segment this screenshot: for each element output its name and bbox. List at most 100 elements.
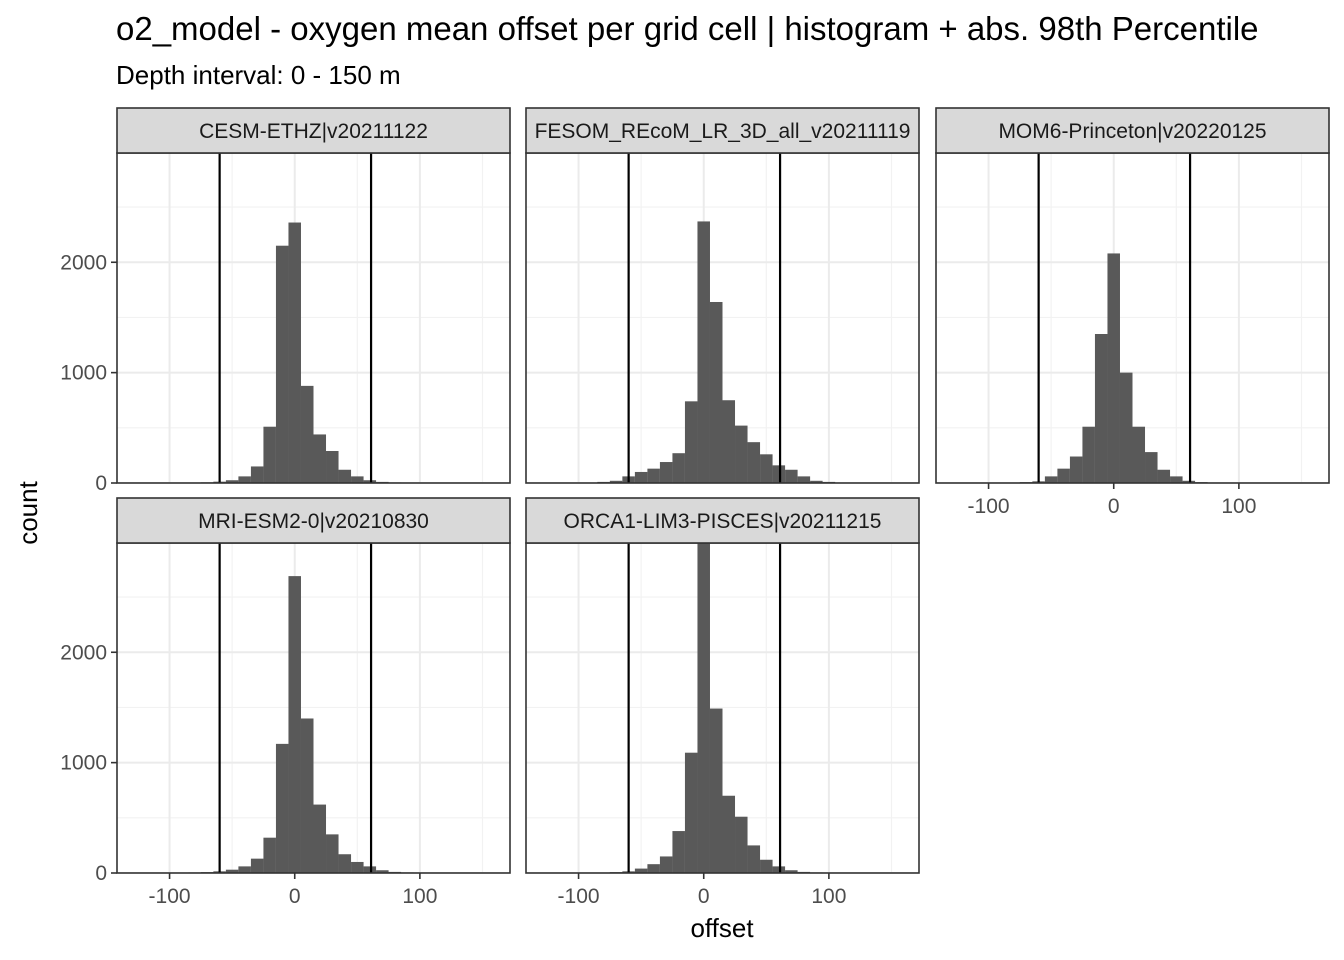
histogram-bar [684,752,698,873]
histogram-bars [175,576,439,873]
histogram-bar [760,859,773,873]
y-axis-title: count [13,480,43,544]
histogram-bar [672,831,685,873]
histogram-bar [647,864,660,873]
histogram-bar [275,245,289,483]
histogram-bar [313,434,327,483]
histogram-bar [238,866,251,873]
chart-title: o2_model - oxygen mean offset per grid c… [116,10,1259,47]
histogram-bar [697,543,710,873]
histogram-bar [785,469,798,483]
histogram-bar [647,468,660,483]
facet-panels: CESM-ETHZ|v20211122010002000FESOM_REcoM_… [60,107,1330,908]
histogram-bar [1057,468,1070,483]
x-tick-label: 0 [1108,495,1120,518]
histogram-bar [376,870,389,873]
histogram-bar [659,856,673,873]
histogram-bar [275,743,289,873]
y-tick-label: 0 [95,862,107,885]
facet-panel: MOM6-Princeton|v20220125 -100 0 100 [935,107,1330,518]
x-tick-label: -100 [558,885,600,908]
chart-subtitle: Depth interval: 0 - 150 m [116,60,401,90]
histogram-bar [326,450,339,483]
histogram-bar [672,453,685,483]
panel-grid [117,153,510,483]
x-axis-title: offset [690,913,754,943]
histogram-bar [326,834,339,873]
facet-strip-label: MRI-ESM2-0|v20210830 [198,510,429,533]
histogram-bar [1082,426,1095,483]
histogram-bar [1069,456,1083,483]
histogram-bar [684,401,698,483]
histogram-bar [760,454,773,483]
histogram-bars [584,543,848,873]
histogram-bar [659,462,673,483]
histogram-bar [250,466,264,483]
x-tick-label: 100 [402,885,437,908]
facet-panel: CESM-ETHZ|v20211122 0 1000 2000 [60,107,511,495]
histogram-bar [1132,426,1146,483]
x-tick-label: 0 [289,885,301,908]
histogram-bar [1044,476,1058,483]
histogram-bar [225,869,239,873]
facet-strip-label: ORCA1-LIM3-PISCES|v20211215 [564,510,882,533]
histogram-bar [709,708,723,873]
facet-strip [525,497,920,544]
histogram-bars [584,221,861,483]
histogram-bar [1182,480,1196,483]
histogram-bar [1170,476,1183,483]
y-tick-label: 2000 [60,251,107,274]
histogram-bar [697,221,710,483]
facet-strip [935,107,1330,154]
histogram-bar [709,301,723,483]
y-tick-label: 2000 [60,641,107,664]
histogram-bar [735,816,748,873]
histogram-bar [338,854,352,873]
histogram-bar [810,480,823,483]
histogram-bar [338,469,352,483]
facet-strip-label: MOM6-Princeton|v20220125 [998,120,1266,143]
x-tick-label: -100 [968,495,1010,518]
x-tick-label: 0 [698,885,710,908]
y-tick-label: 1000 [60,362,107,385]
histogram-bar [722,795,736,873]
facet-panel: MRI-ESM2-0|v20210830 0 1000 2000 -100 0 100 [60,497,511,908]
histogram-bar [300,385,314,483]
histogram-bar [300,718,314,873]
x-tick-label: 100 [1221,495,1256,518]
histogram-bar [772,465,786,483]
histogram-bar [1107,253,1120,483]
histogram-bar [722,400,736,483]
histogram-bar [634,868,648,873]
histogram-bar [288,576,301,873]
histogram-bar [263,837,276,873]
x-tick-label: 100 [811,885,846,908]
histogram-bar [1094,334,1108,483]
histogram-bar [634,471,648,483]
facet-strip-label: CESM-ETHZ|v20211122 [199,120,428,143]
histogram-bar [747,845,761,873]
facet-panel: FESOM_REcoM_LR_3D_all_v20211119 [525,107,920,484]
histogram-bar [263,426,276,483]
histogram-bar [735,425,748,483]
histogram-bar [1145,452,1158,483]
histogram-bar [785,870,798,873]
facet-panel: ORCA1-LIM3-PISCES|v20211215 -100 0 100 [525,497,920,908]
histogram-bar [747,442,761,483]
facet-strip [116,497,511,544]
facet-strip-label: FESOM_REcoM_LR_3D_all_v20211119 [535,120,911,143]
histogram-bar [1119,372,1133,483]
histogram-bar [225,480,239,483]
y-tick-label: 1000 [60,752,107,775]
histogram-bar [1157,469,1171,483]
histogram-bar [351,476,364,483]
histogram-bar [351,861,364,873]
histogram-bar [797,476,811,483]
histogram-bar [288,222,301,483]
histogram-bar [772,866,786,873]
facet-strip [116,107,511,154]
histogram-bar [250,858,264,873]
histogram-bar [363,866,377,873]
histogram-bar [363,480,377,483]
